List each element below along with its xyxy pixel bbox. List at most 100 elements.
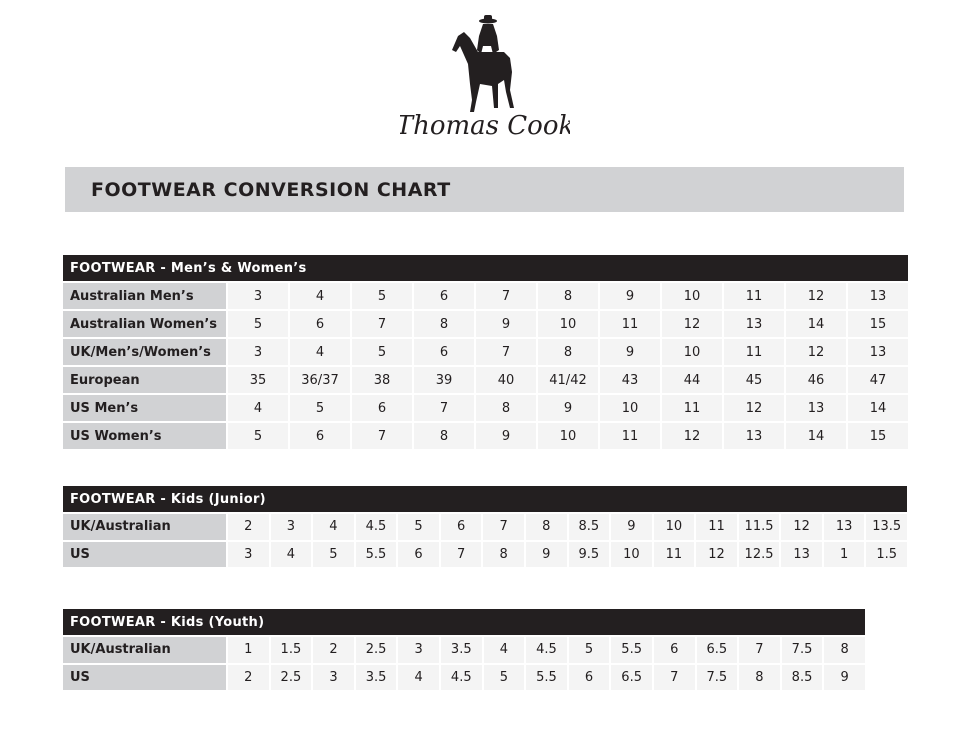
size-cell: 13 (724, 311, 784, 337)
size-cell: 46 (786, 367, 846, 393)
table-row: US Women’s 5 6 7 8 9 10 11 12 13 14 15 (63, 423, 908, 449)
size-cell: 6 (414, 339, 474, 365)
size-cell: 8 (824, 637, 865, 663)
size-cell: 15 (848, 311, 908, 337)
page-title: FOOTWEAR CONVERSION CHART (91, 179, 451, 201)
row-label: Australian Men’s (63, 283, 226, 309)
row-label: Australian Women’s (63, 311, 226, 337)
size-cell: 12.5 (738, 541, 780, 567)
size-cell: 10 (538, 311, 598, 337)
table-row: US 2 2.5 3 3.5 4 4.5 5 5.5 6 6.5 7 7.5 8 8.5 9 (63, 664, 865, 690)
size-cell: 7 (476, 283, 536, 309)
size-cell: 8 (414, 423, 474, 449)
size-cell: 7 (352, 423, 412, 449)
size-cell: 4 (398, 664, 439, 690)
size-cell: 6 (414, 283, 474, 309)
size-cell: 10 (662, 283, 722, 309)
size-cell: 15 (848, 423, 908, 449)
size-cell: 1 (228, 637, 269, 663)
size-cell: 14 (848, 395, 908, 421)
row-label: US Men’s (63, 395, 226, 421)
size-cell: 6 (653, 637, 695, 663)
size-cell: 5 (290, 395, 350, 421)
table-row: Australian Women’s 5 6 7 8 9 10 11 12 13 14 15 (63, 311, 908, 337)
size-cell: 12 (781, 514, 822, 540)
size-cell: 5.5 (355, 541, 397, 567)
size-cell: 7 (739, 637, 780, 663)
size-cell: 4 (483, 637, 525, 663)
size-cell: 35 (228, 367, 288, 393)
table-row: UK/Men’s/Women’s 3 4 5 6 7 8 9 10 11 12 13 (63, 339, 908, 365)
size-cell: 13 (724, 423, 784, 449)
size-cell: 11 (600, 423, 660, 449)
size-cell: 2.5 (355, 637, 397, 663)
size-cell: 8 (525, 514, 567, 540)
size-cell: 8 (538, 283, 598, 309)
thomas-cook-logo: Thomas Cook (396, 12, 574, 144)
size-cell: 43 (600, 367, 660, 393)
size-cell: 9.5 (568, 541, 610, 567)
size-cell: 4 (313, 514, 354, 540)
size-cell: 13.5 (866, 514, 907, 540)
size-cell: 1 (823, 541, 865, 567)
size-cell: 14 (786, 423, 846, 449)
size-cell: 8 (414, 311, 474, 337)
size-cell: 11.5 (738, 514, 780, 540)
table-kids-junior: FOOTWEAR - Kids (Junior) UK/Australian 2 3 4… (63, 486, 907, 567)
size-cell: 5 (483, 664, 525, 690)
size-cell: 4 (228, 395, 288, 421)
size-cell: 3 (398, 637, 439, 663)
table-mens-womens: FOOTWEAR - Men’s & Women’s Australian Men… (63, 255, 908, 449)
size-cell: 9 (600, 283, 660, 309)
size-cell: 2 (313, 637, 354, 663)
size-cell: 47 (848, 367, 908, 393)
size-cell: 1.5 (270, 637, 312, 663)
table-row: US 3 4 5 5.5 6 7 8 9 9.5 10 11 12 12.5 13 1 1.5 (63, 541, 907, 567)
size-cell: 10 (653, 514, 695, 540)
size-cell: 9 (476, 423, 536, 449)
size-cell: 6 (568, 664, 610, 690)
table-row: Australian Men’s 3 4 5 6 7 8 9 10 11 12 13 (63, 283, 908, 309)
size-cell: 6.5 (611, 664, 652, 690)
size-cell: 2 (228, 514, 269, 540)
size-cell: 4.5 (526, 637, 567, 663)
table-row: European 35 36/37 38 39 40 41/42 43 44 45 46 47 (63, 367, 908, 393)
size-cell: 7 (653, 664, 695, 690)
size-cell: 7.5 (696, 664, 738, 690)
row-label: US (63, 664, 226, 690)
size-cell: 9 (538, 395, 598, 421)
size-cell: 8 (483, 541, 524, 567)
row-label: US Women’s (63, 423, 226, 449)
size-cell: 14 (786, 311, 846, 337)
size-cell: 4 (290, 339, 350, 365)
size-cell: 5 (228, 423, 288, 449)
size-cell: 9 (476, 311, 536, 337)
size-cell: 5.5 (611, 637, 652, 663)
table-row: US Men’s 4 5 6 7 8 9 10 11 12 13 14 (63, 395, 908, 421)
size-cell: 38 (352, 367, 412, 393)
size-cell: 10 (611, 541, 652, 567)
size-cell: 11 (600, 311, 660, 337)
size-cell: 3 (228, 283, 288, 309)
size-cell: 6 (290, 311, 350, 337)
size-cell: 6 (352, 395, 412, 421)
table-header: FOOTWEAR - Kids (Junior) (63, 486, 907, 512)
size-cell: 13 (786, 395, 846, 421)
row-label: UK/Australian (63, 637, 226, 663)
size-cell: 9 (611, 514, 652, 540)
size-cell: 2 (228, 664, 269, 690)
size-cell: 8.5 (781, 664, 823, 690)
size-cell: 3 (270, 514, 312, 540)
size-cell: 6 (398, 541, 439, 567)
size-cell: 8 (538, 339, 598, 365)
size-cell: 12 (662, 311, 722, 337)
size-cell: 4 (270, 541, 312, 567)
size-cell: 8 (476, 395, 536, 421)
size-cell: 12 (662, 423, 722, 449)
size-cell: 3.5 (440, 637, 482, 663)
size-cell: 13 (848, 283, 908, 309)
size-cell: 4.5 (355, 514, 397, 540)
table-row: UK/Australian 1 1.5 2 2.5 3 3.5 4 4.5 5 5.5 6 6.5 7 7.… (63, 637, 865, 663)
size-cell: 10 (538, 423, 598, 449)
size-cell: 11 (662, 395, 722, 421)
